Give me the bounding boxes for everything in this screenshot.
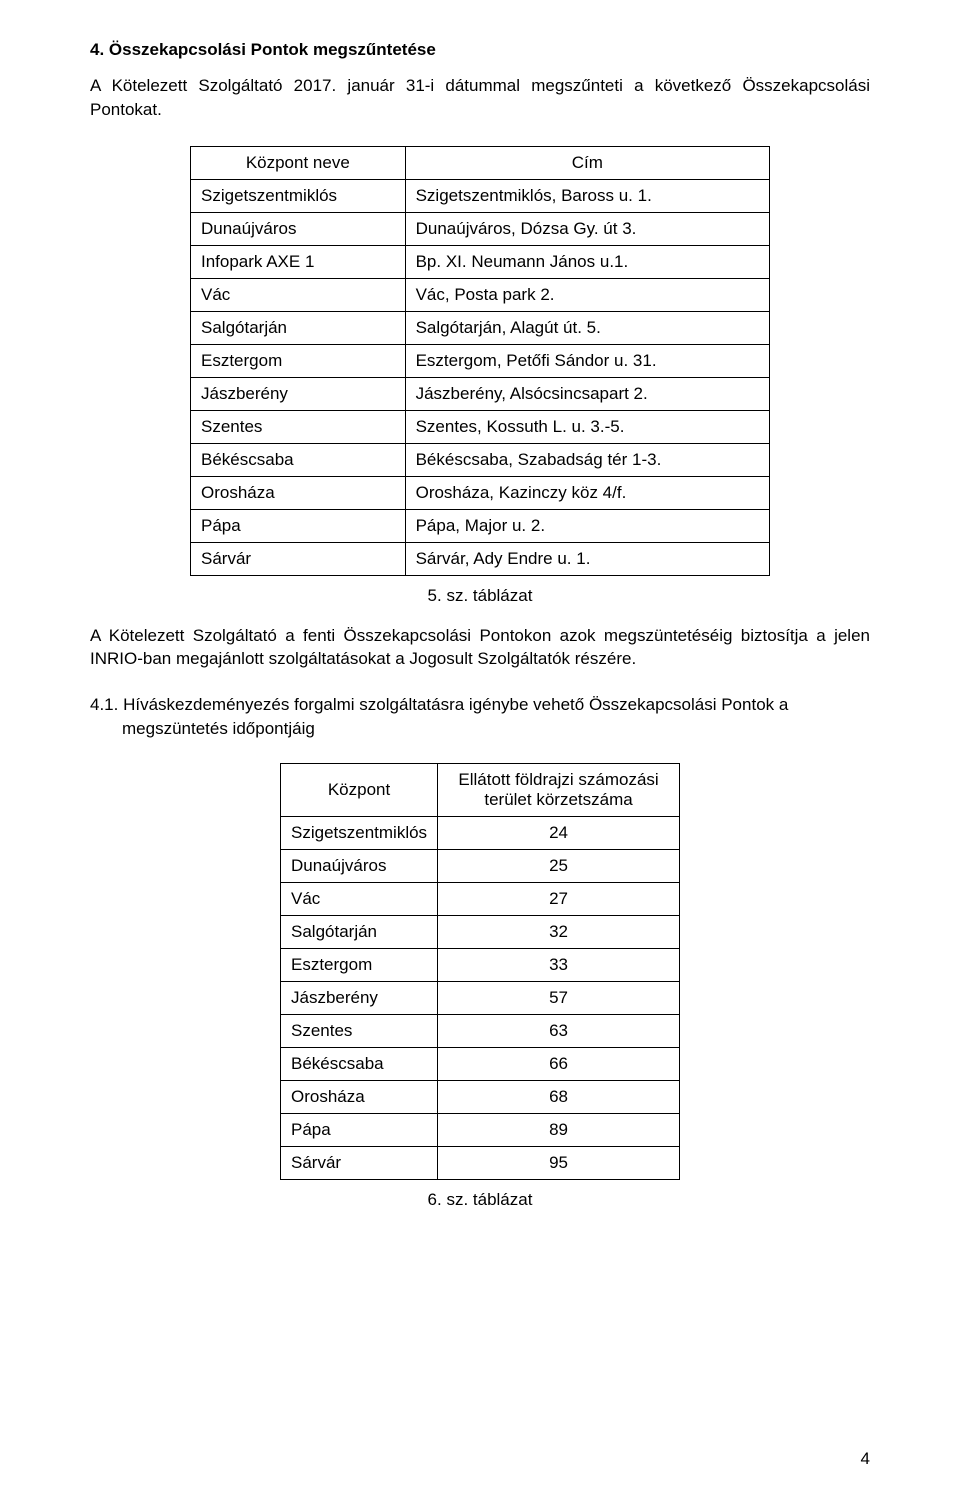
- table-header-address: Cím: [405, 146, 769, 179]
- table-cell: Orosháza, Kazinczy köz 4/f.: [405, 476, 769, 509]
- table-row: Sárvár 95: [281, 1146, 680, 1179]
- table-2: Központ Ellátott földrajzi számozási ter…: [280, 763, 680, 1180]
- table-row: Szigetszentmiklós Szigetszentmiklós, Bar…: [191, 179, 770, 212]
- table-cell: Esztergom, Petőfi Sándor u. 31.: [405, 344, 769, 377]
- table-row: Orosháza Orosháza, Kazinczy köz 4/f.: [191, 476, 770, 509]
- table-cell: Szigetszentmiklós: [191, 179, 406, 212]
- table-row: Békéscsaba 66: [281, 1047, 680, 1080]
- table-cell: 89: [438, 1113, 680, 1146]
- table-cell: Orosháza: [191, 476, 406, 509]
- table-cell: 24: [438, 816, 680, 849]
- table-cell: Esztergom: [281, 948, 438, 981]
- table-row: Békéscsaba Békéscsaba, Szabadság tér 1-3…: [191, 443, 770, 476]
- table-cell: Szigetszentmiklós, Baross u. 1.: [405, 179, 769, 212]
- table-row: Salgótarján Salgótarján, Alagút út. 5.: [191, 311, 770, 344]
- table-row: Dunaújváros 25: [281, 849, 680, 882]
- table-2-caption: 6. sz. táblázat: [90, 1190, 870, 1210]
- table-cell: Békéscsaba, Szabadság tér 1-3.: [405, 443, 769, 476]
- table-1-caption: 5. sz. táblázat: [90, 586, 870, 606]
- table-row: Sárvár Sárvár, Ady Endre u. 1.: [191, 542, 770, 575]
- table-cell: Vác: [281, 882, 438, 915]
- table-cell: Dunaújváros: [191, 212, 406, 245]
- table-cell: 32: [438, 915, 680, 948]
- table-cell: Salgótarján, Alagút út. 5.: [405, 311, 769, 344]
- table-cell: Vác, Posta park 2.: [405, 278, 769, 311]
- table-cell: Salgótarján: [281, 915, 438, 948]
- table-cell: Pápa, Major u. 2.: [405, 509, 769, 542]
- table-cell: Dunaújváros, Dózsa Gy. út 3.: [405, 212, 769, 245]
- table-cell: Vác: [191, 278, 406, 311]
- subsection-text: Híváskezdeményezés forgalmi szolgáltatás…: [122, 695, 788, 738]
- table-cell: Jászberény: [281, 981, 438, 1014]
- subsection-number: 4.1.: [90, 695, 118, 714]
- table-row: Szentes 63: [281, 1014, 680, 1047]
- table-row: Esztergom Esztergom, Petőfi Sándor u. 31…: [191, 344, 770, 377]
- table-row: Salgótarján 32: [281, 915, 680, 948]
- subsection-4-1: 4.1. Híváskezdeményezés forgalmi szolgál…: [90, 693, 870, 741]
- table-row: Központ neve Cím: [191, 146, 770, 179]
- table-cell: Szigetszentmiklós: [281, 816, 438, 849]
- table-cell: 25: [438, 849, 680, 882]
- table-row: Vác 27: [281, 882, 680, 915]
- table-row: Esztergom 33: [281, 948, 680, 981]
- table-row: Jászberény 57: [281, 981, 680, 1014]
- table-header-name: Központ neve: [191, 146, 406, 179]
- table-cell: 57: [438, 981, 680, 1014]
- paragraph: A Kötelezett Szolgáltató a fenti Összeka…: [90, 624, 870, 672]
- table-cell: 68: [438, 1080, 680, 1113]
- table-cell: Békéscsaba: [281, 1047, 438, 1080]
- table-cell: 33: [438, 948, 680, 981]
- table-cell: Orosháza: [281, 1080, 438, 1113]
- table-cell: 66: [438, 1047, 680, 1080]
- table-cell: Szentes: [281, 1014, 438, 1047]
- table-row: Vác Vác, Posta park 2.: [191, 278, 770, 311]
- table-cell: Jászberény: [191, 377, 406, 410]
- table-row: Jászberény Jászberény, Alsócsincsapart 2…: [191, 377, 770, 410]
- table-cell: Salgótarján: [191, 311, 406, 344]
- table-row: Dunaújváros Dunaújváros, Dózsa Gy. út 3.: [191, 212, 770, 245]
- table-cell: 63: [438, 1014, 680, 1047]
- table-cell: 27: [438, 882, 680, 915]
- table-cell: Pápa: [191, 509, 406, 542]
- table-cell: Pápa: [281, 1113, 438, 1146]
- section-title: 4. Összekapcsolási Pontok megszűntetése: [90, 40, 870, 60]
- table-row: Szentes Szentes, Kossuth L. u. 3.-5.: [191, 410, 770, 443]
- table-header-center: Központ: [281, 763, 438, 816]
- table-row: Központ Ellátott földrajzi számozási ter…: [281, 763, 680, 816]
- table-cell: Sárvár: [281, 1146, 438, 1179]
- table-row: Pápa 89: [281, 1113, 680, 1146]
- table-cell: Sárvár, Ady Endre u. 1.: [405, 542, 769, 575]
- table-cell: Békéscsaba: [191, 443, 406, 476]
- table-1: Központ neve Cím Szigetszentmiklós Szige…: [190, 146, 770, 576]
- page-number: 4: [861, 1449, 870, 1469]
- table-cell: Szentes: [191, 410, 406, 443]
- table-cell: 95: [438, 1146, 680, 1179]
- page-container: 4. Összekapcsolási Pontok megszűntetése …: [0, 0, 960, 1491]
- table-cell: Szentes, Kossuth L. u. 3.-5.: [405, 410, 769, 443]
- table-cell: Esztergom: [191, 344, 406, 377]
- table-row: Orosháza 68: [281, 1080, 680, 1113]
- table-row: Infopark AXE 1 Bp. XI. Neumann János u.1…: [191, 245, 770, 278]
- table-row: Pápa Pápa, Major u. 2.: [191, 509, 770, 542]
- table-cell: Bp. XI. Neumann János u.1.: [405, 245, 769, 278]
- table-cell: Infopark AXE 1: [191, 245, 406, 278]
- table-cell: Jászberény, Alsócsincsapart 2.: [405, 377, 769, 410]
- table-cell: Sárvár: [191, 542, 406, 575]
- table-row: Szigetszentmiklós 24: [281, 816, 680, 849]
- section-intro: A Kötelezett Szolgáltató 2017. január 31…: [90, 74, 870, 122]
- table-header-zone: Ellátott földrajzi számozási terület kör…: [438, 763, 680, 816]
- table-cell: Dunaújváros: [281, 849, 438, 882]
